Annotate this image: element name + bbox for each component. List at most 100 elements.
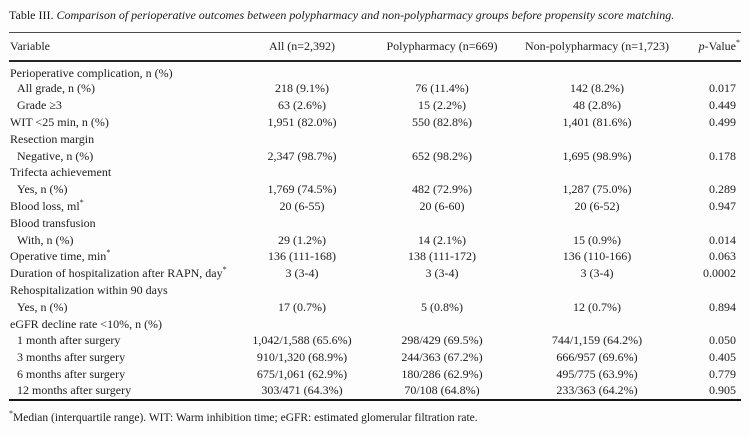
cell-value: 3 (3-4) (425, 266, 459, 281)
cell-value: 20 (6-60) (419, 198, 465, 213)
cell-value (241, 215, 363, 232)
table-row: Operative time, min* 136 (111-168) 138 (11… (9, 248, 741, 265)
cell-value (241, 131, 363, 148)
table-caption-text: Comparison of perioperative outcomes bet… (56, 8, 675, 22)
row-label: WIT <25 min, n (%) (9, 114, 241, 131)
row-label: Blood loss, ml* (9, 198, 241, 215)
footnote-marker: * (9, 408, 13, 418)
cell-value: 136 (110-166) (562, 249, 632, 264)
cell-value: 652 (98.2%) (412, 148, 472, 163)
p-value-rest: -Value (704, 38, 736, 53)
cell-value: 142 (8.2%) (570, 81, 624, 96)
cell-value: 744/1,159 (64.2%) (551, 333, 643, 348)
row-label-text: Yes, n (%) (17, 182, 68, 197)
row-label: Trifecta achievement (9, 164, 241, 181)
row-label-footnote-marker: * (79, 198, 84, 207)
cell-value: 3 (3-4) (285, 266, 319, 281)
cell-value (241, 282, 363, 299)
row-label-text: Grade ≥3 (17, 98, 62, 113)
cell-value: 2,347 (98.7%) (267, 148, 337, 163)
cell-value (363, 61, 521, 81)
cell-value (241, 316, 363, 333)
header-all: All (n=2,392) (241, 32, 363, 62)
table-row: Rehospitalization within 90 days (9, 282, 741, 299)
cell-value: 29 (1.2%) (278, 232, 326, 247)
row-label: Yes, n (%) (9, 299, 241, 316)
row-label: 12 months after surgery (9, 383, 241, 400)
cell-value: 1,769 (74.5%) (267, 182, 337, 197)
table-row: 1 month after surgery 1,042/1,588 (65.6%)… (9, 332, 741, 349)
row-label: Resection margin (9, 131, 241, 148)
cell-value (521, 131, 673, 148)
row-label: All grade, n (%) (9, 81, 241, 98)
table-row: Yes, n (%) 17 (0.7%) 5 (0.8%) 12 (0.7%) 0.89… (9, 299, 741, 316)
table-footnote: *Median (interquartile range). WIT: Warm… (9, 408, 741, 425)
table-row: All grade, n (%) 218 (9.1%) 76 (11.4%) 142 … (9, 81, 741, 98)
footnote-text: Median (interquartile range). WIT: Warm … (13, 411, 478, 424)
table-row: Blood loss, ml* 20 (6-55) 20 (6-60) 20 (6-5… (9, 198, 741, 215)
cell-p-value: 0.449 (709, 98, 736, 113)
table-row: 6 months after surgery 675/1,061 (62.9%) 1… (9, 366, 741, 383)
header-variable: Variable (9, 32, 241, 62)
table-row: Negative, n (%) 2,347 (98.7%) 652 (98.2%) 1… (9, 148, 741, 165)
row-label: With, n (%) (9, 232, 241, 249)
row-label: Perioperative complication, n (%) (9, 61, 241, 81)
cell-value: 14 (2.1%) (418, 232, 466, 247)
row-label: eGFR decline rate <10%, n (%) (9, 316, 241, 333)
cell-value: 1,042/1,588 (65.6%) (252, 333, 352, 348)
table-row: 12 months after surgery 303/471 (64.3%) 70… (9, 383, 741, 400)
row-label: Grade ≥3 (9, 97, 241, 114)
row-label-text: Trifecta achievement (10, 165, 112, 180)
cell-p-value: 0.905 (709, 383, 736, 398)
row-label-text: 12 months after surgery (17, 383, 132, 398)
row-label: Duration of hospitalization after RAPN, … (9, 265, 241, 282)
cell-value (241, 164, 363, 181)
row-label: Operative time, min* (9, 248, 241, 265)
table-row: Trifecta achievement (9, 164, 741, 181)
cell-value: 910/1,320 (68.9%) (256, 350, 348, 365)
cell-value: 482 (72.9%) (412, 182, 472, 197)
cell-p-value (673, 215, 741, 232)
row-label-footnote-marker: * (106, 248, 111, 258)
cell-value: 15 (0.9%) (573, 232, 621, 247)
table-row: Grade ≥3 63 (2.6%) 15 (2.2%) 48 (2.8%) 0.449 (9, 97, 741, 114)
row-label: Negative, n (%) (9, 148, 241, 165)
cell-value: 666/957 (69.6%) (556, 350, 638, 365)
table-caption-label: Table III. (9, 8, 54, 22)
cell-value: 550 (82.8%) (412, 114, 472, 129)
table-row: Yes, n (%) 1,769 (74.5%) 482 (72.9%) 1,287 … (9, 181, 741, 198)
row-label-text: Perioperative complication, n (%) (10, 65, 173, 80)
row-label-text: With, n (%) (17, 232, 74, 247)
row-label-text: Blood transfusion (10, 215, 96, 230)
table-row: 3 months after surgery 910/1,320 (68.9%) 2… (9, 349, 741, 366)
row-label: 1 month after surgery (9, 332, 241, 349)
cell-value: 3 (3-4) (580, 266, 614, 281)
cell-value: 15 (2.2%) (418, 98, 466, 113)
row-label-text: Yes, n (%) (17, 299, 68, 314)
cell-p-value: 0.894 (709, 299, 736, 314)
cell-value (241, 61, 363, 81)
cell-p-value: 0.779 (709, 366, 736, 381)
cell-value: 495/775 (63.9%) (556, 366, 638, 381)
cell-p-value (673, 61, 741, 81)
cell-value: 1,287 (75.0%) (562, 182, 632, 197)
cell-value: 298/429 (69.5%) (401, 333, 483, 348)
cell-value: 48 (2.8%) (573, 98, 621, 113)
table-row: eGFR decline rate <10%, n (%) (9, 316, 741, 333)
cell-value: 675/1,061 (62.9%) (256, 366, 348, 381)
table-row: WIT <25 min, n (%) 1,951 (82.0%) 550 (82.8… (9, 114, 741, 131)
cell-value: 218 (9.1%) (275, 81, 329, 96)
cell-value: 244/363 (67.2%) (401, 350, 483, 365)
table-caption: Table III. Comparison of perioperative o… (9, 8, 741, 23)
row-label-text: 1 month after surgery (17, 333, 121, 348)
cell-value: 76 (11.4%) (415, 81, 469, 96)
cell-value (363, 131, 521, 148)
cell-p-value (673, 131, 741, 148)
cell-p-value: 0.017 (709, 81, 736, 96)
row-label-text: Operative time, min (10, 249, 107, 264)
cell-value (363, 282, 521, 299)
cell-p-value: 0.499 (709, 114, 736, 129)
row-label-text: 3 months after surgery (17, 350, 126, 365)
cell-value: 17 (0.7%) (278, 299, 326, 314)
row-label-text: Duration of hospitalization after RAPN, … (10, 266, 223, 281)
